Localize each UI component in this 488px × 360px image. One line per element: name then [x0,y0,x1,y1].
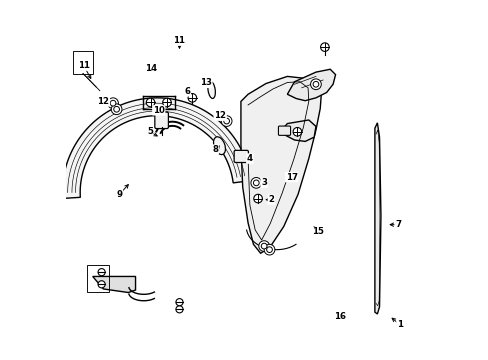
Text: 12: 12 [214,111,226,120]
Text: 2: 2 [268,195,274,204]
Circle shape [163,98,171,107]
Text: 7: 7 [394,220,400,229]
Circle shape [292,127,301,136]
Circle shape [253,180,259,186]
Polygon shape [93,276,135,293]
Text: 15: 15 [311,227,323,236]
Text: 9: 9 [116,190,122,199]
Text: 16: 16 [334,312,346,321]
Circle shape [176,298,183,306]
Circle shape [266,247,272,252]
Polygon shape [241,76,321,253]
FancyBboxPatch shape [155,112,168,129]
Circle shape [224,118,229,124]
Circle shape [320,43,328,51]
Circle shape [264,244,274,255]
Polygon shape [374,123,380,314]
Circle shape [221,116,231,126]
Circle shape [98,269,105,276]
Text: 17: 17 [285,173,297,182]
FancyBboxPatch shape [278,126,290,135]
Circle shape [111,104,122,114]
Circle shape [107,98,118,109]
Circle shape [110,100,116,106]
Polygon shape [280,120,315,141]
Circle shape [258,241,269,251]
Text: 4: 4 [246,154,252,163]
Ellipse shape [213,137,225,155]
Text: 12: 12 [97,97,109,106]
Text: 11: 11 [78,61,90,70]
Text: 5: 5 [146,127,152,136]
Circle shape [146,98,155,107]
Text: 8: 8 [212,145,218,154]
Text: 3: 3 [261,178,266,187]
Circle shape [312,81,318,87]
Text: 6: 6 [184,87,190,96]
Circle shape [253,194,262,203]
Text: 14: 14 [144,64,157,73]
Text: 1: 1 [396,320,402,329]
Ellipse shape [207,81,215,99]
Text: 13: 13 [200,78,211,87]
Circle shape [188,94,196,102]
FancyBboxPatch shape [234,150,248,162]
Text: 10: 10 [153,106,164,115]
Circle shape [250,177,261,188]
Circle shape [261,243,266,249]
Polygon shape [62,98,250,198]
Text: 11: 11 [173,36,185,45]
Circle shape [176,306,183,313]
Circle shape [114,107,119,112]
Circle shape [310,79,321,90]
Polygon shape [287,69,335,101]
Circle shape [98,281,105,288]
